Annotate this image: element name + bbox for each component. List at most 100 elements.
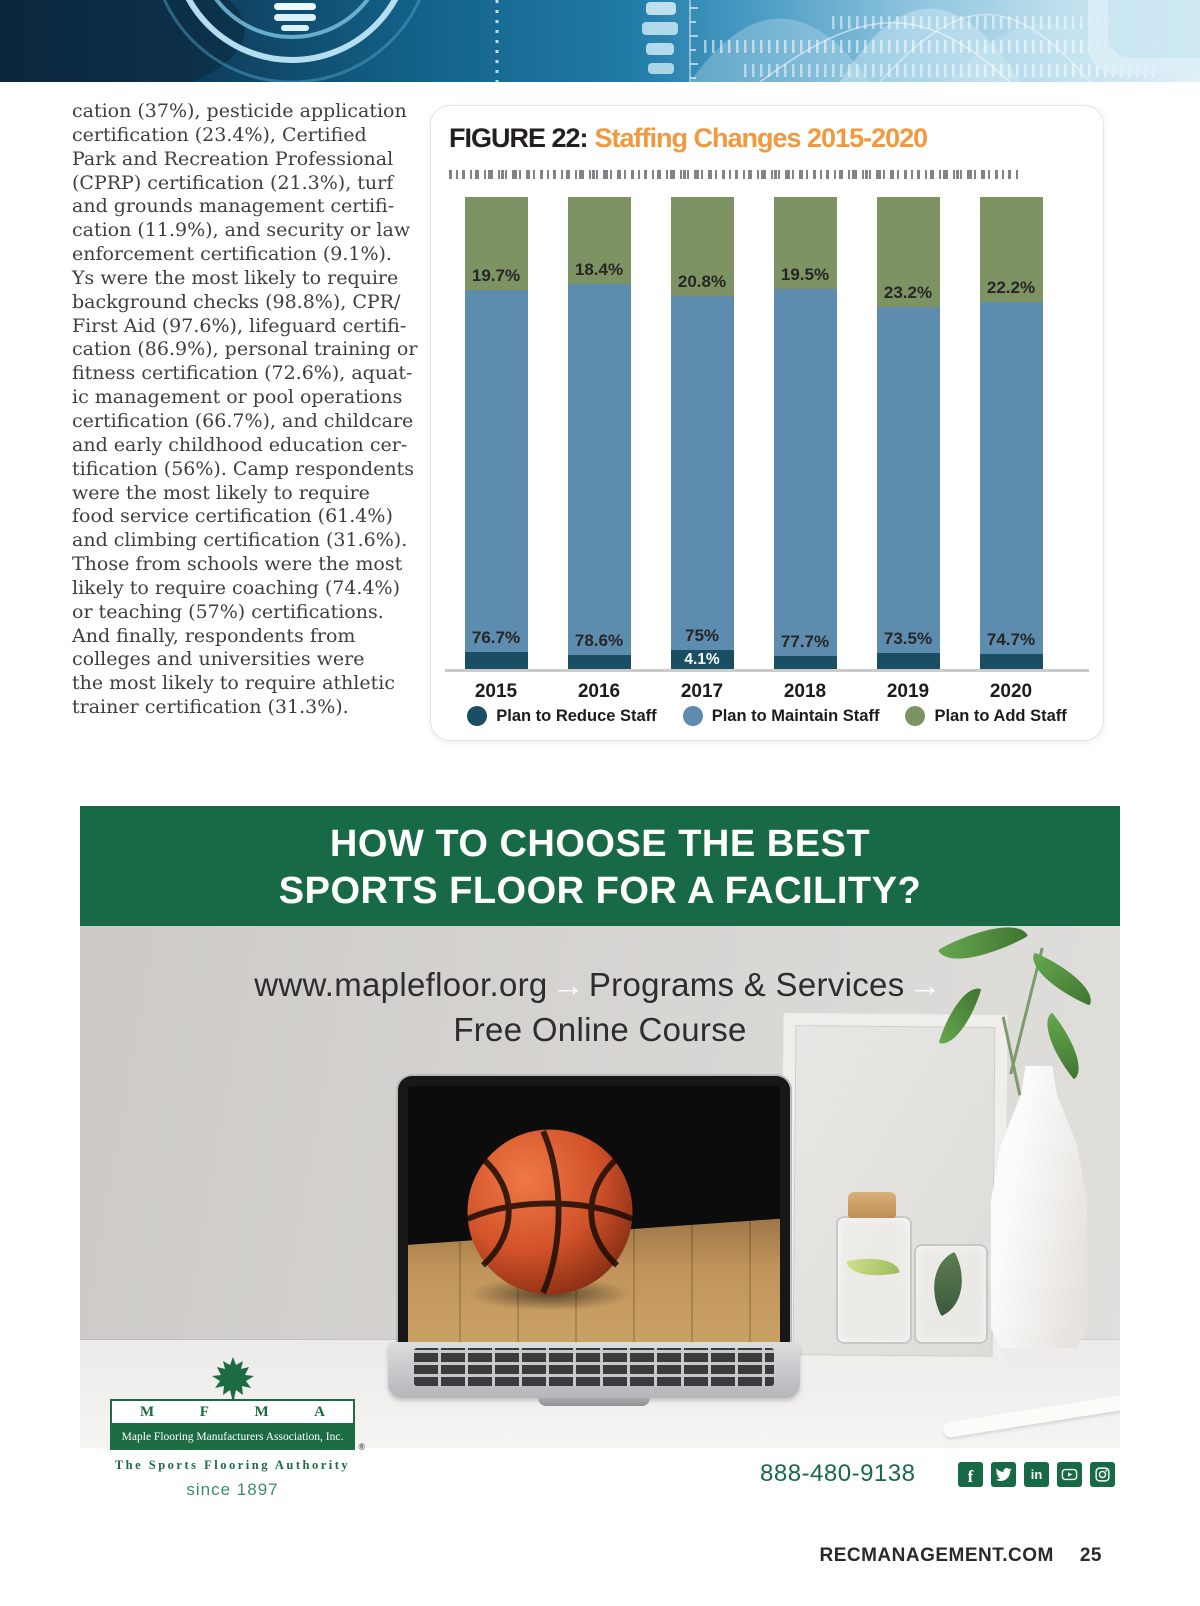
body-text-line: tification (56%). Camp respondents [72,457,414,480]
ad-headline-line2: SPORTS FLOOR FOR A FACILITY? [278,870,922,912]
body-text-line: First Aid (97.6%), lifeguard certifi- [72,314,407,337]
x-axis-label: 2015 [474,681,518,702]
barcode-divider [449,170,1021,179]
body-text-line: and climbing certification (31.6%). [72,529,408,552]
stacked-bar-2019: 73.5% 23.2% 2019 [876,197,940,702]
registered-mark: ® [358,1442,365,1452]
stacked-bar-2018: 77.7% 19.5% 2018 [773,197,837,702]
laptop-hinge [538,1398,650,1406]
chart-legend: Plan to Reduce Staff Plan to Maintain Sta… [431,706,1103,726]
body-text-line: Those from schools were the most [72,553,403,576]
bar-segment [464,290,528,653]
maple-leaf-icon [110,1356,355,1404]
body-text-line: background checks (98.8%), CPR/ [72,290,401,313]
legend-label: Plan to Add Staff [934,706,1067,725]
mfma-tagline: The Sports Flooring Authority [114,1458,351,1472]
value-label: 76.7% [471,628,521,648]
bar-segment [773,289,837,656]
youtube-icon [1057,1462,1082,1487]
bar-segment [773,655,837,669]
page-footer: RECMANAGEMENT.COM 25 [0,1545,1102,1567]
ad-course-text: Free Online Course [453,1011,747,1048]
bar-segment [567,197,631,284]
ad-headline-banner: HOW TO CHOOSE THE BEST SPORTS FLOOR FOR … [80,806,1120,926]
body-text-line: cation (86.9%), personal training or [72,338,418,361]
bar-segment [464,197,528,290]
instagram-icon [1090,1462,1115,1487]
bar-segment [670,295,734,650]
mfma-letters-box: M F M A [110,1399,355,1425]
body-text-line: the most likely to require athletic [72,672,395,695]
bar-segment [876,306,940,654]
body-text-line: fitness certification (72.6%), aquat- [72,362,413,385]
value-label: 4.1% [684,650,720,668]
laptop-keyboard [388,1342,800,1398]
mfma-org-name: Maple Flooring Manufacturers Association… [110,1425,365,1452]
figure-subtitle: Staffing Changes 2015-2020 [594,123,929,153]
body-text-line: colleges and universities were [72,648,365,671]
ad-phone-number: 888-480-9138 [760,1460,916,1487]
ad-photo: www.maplefloor.org → Programs & Services → … [80,926,1120,1448]
x-axis-label: 2018 [783,681,827,702]
body-text-line: ic management or pool operations [72,386,403,409]
legend-item: Plan to Reduce Staff [467,706,657,726]
bar-segment [979,654,1043,669]
twitter-icon [991,1462,1016,1487]
linkedin-icon: in [1024,1462,1049,1487]
bar-segment [979,197,1043,302]
ad-nav-path: Programs & Services [588,966,905,1003]
body-text-line: cation (37%), pesticide application [72,100,407,122]
value-label: 74.7% [986,630,1036,650]
body-text-line: enforcement certification (9.1%). [72,243,392,266]
value-label: 73.5% [883,629,933,649]
body-text-line: Ys were the most likely to require [72,266,399,289]
value-label: 75% [684,625,720,645]
mfma-letter: M [254,1403,269,1420]
bar-segment [567,654,631,669]
value-label: 19.5% [780,265,830,285]
body-text-line: (CPRP) certification (21.3%), turf [72,171,394,194]
mfma-since: since 1897 [186,1480,279,1499]
value-label: 19.7% [471,265,521,285]
stacked-bar-2015: 76.7% 19.7% 2015 [464,197,528,702]
stacked-bar-2020: 74.7% 22.2% 2020 [979,197,1043,702]
x-axis-label: 2020 [989,681,1033,702]
mfma-org-text: Maple Flooring Manufacturers Association… [121,1431,344,1443]
value-label: 23.2% [883,282,933,302]
mfma-letter: A [314,1403,325,1420]
basketball [466,1129,634,1295]
ad-url-text: www.maplefloor.org → Programs & Services → … [80,962,1120,1052]
body-text-line: and grounds management certifi- [72,195,395,218]
x-axis-line [445,669,1089,672]
footer-site: RECMANAGEMENT.COM [819,1545,1054,1566]
legend-item: Plan to Add Staff [905,706,1067,726]
article-body-text: cation (37%), pesticide application certi… [72,100,418,720]
menu-lines-icon [274,3,316,10]
bar-segment [567,283,631,655]
body-text-line: and early childhood education cer- [72,433,408,456]
body-text-line: likely to require coaching (74.4%) [72,576,401,599]
body-text-line: certification (23.4%), Certified [72,123,367,146]
value-label: 77.7% [780,631,830,651]
laptop-screen [398,1076,790,1352]
value-label: 78.6% [574,630,624,650]
bar-segment [979,301,1043,655]
value-label: 22.2% [986,277,1036,297]
glass-jar [836,1216,912,1344]
x-axis-label: 2019 [886,681,930,702]
stacked-bar-chart: 76.7% 19.7% 2015 78.6% 18.4% 2016 4.1% 75% 20.8%… [431,197,1103,702]
mfma-letter: F [199,1403,209,1420]
x-axis-label: 2016 [577,681,621,702]
body-text-line: were the most likely to require [72,481,370,504]
bar-segment [670,197,734,296]
bar-segment [670,649,734,669]
laptop [388,1076,800,1422]
social-icons: f in [958,1462,1115,1487]
body-text-line: Park and Recreation Professional [72,147,394,170]
facebook-icon: f [958,1462,983,1487]
body-text-line: trainer certification (31.3%). [72,696,349,719]
body-text-line: certification (66.7%), and childcare [72,409,414,432]
mfma-letter: M [140,1403,155,1420]
bar-segment [876,197,940,307]
